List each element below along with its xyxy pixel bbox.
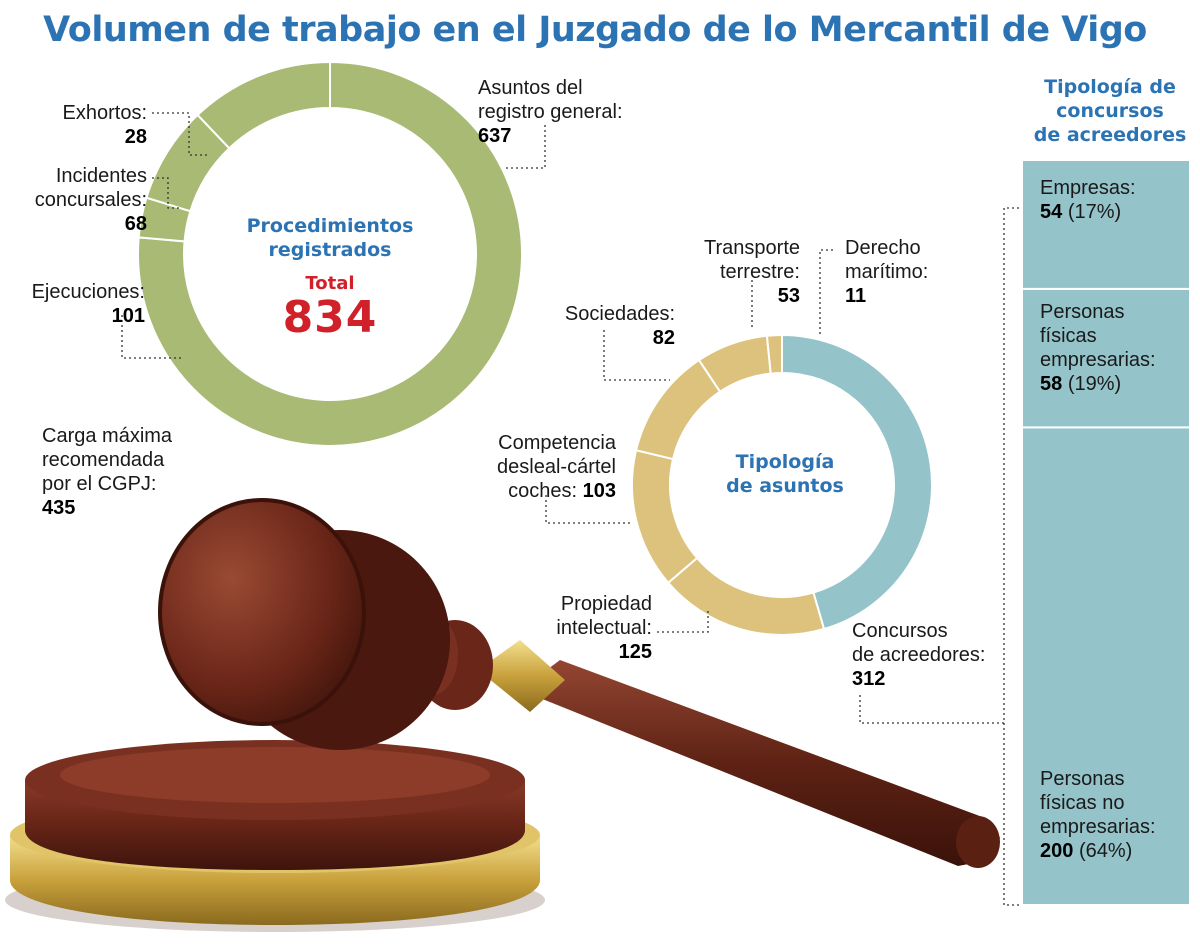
label-transporte-line1: Transporte <box>704 237 800 259</box>
carga-line1: Carga máxima <box>42 425 173 447</box>
stack-title-line3: de acreedores <box>1033 124 1187 146</box>
page-title: Volumen de trabajo en el Juzgado de lo M… <box>43 10 1147 50</box>
label-incidentes-line1: Incidentes <box>55 165 147 187</box>
value-incidentes: 68 <box>124 213 147 235</box>
ring1-center-title: Procedimientos registrados <box>235 214 425 262</box>
ring2-slice-0 <box>781 333 933 631</box>
ring2-slice-3 <box>634 358 722 461</box>
gavel-illustration <box>5 498 1000 932</box>
label-competencia-line3: coches: <box>508 480 578 502</box>
leader-concursos-bracket <box>1003 723 1022 906</box>
value-carga: 435 <box>42 497 76 519</box>
label-competencia-line2: desleal-cártel <box>497 456 616 478</box>
label-pf-emp-line3: empresarias: <box>1040 349 1156 371</box>
stack-title-line1: Tipología de <box>1044 76 1176 98</box>
leader-sociedades <box>603 330 670 381</box>
stack-segment-2 <box>1021 426 1191 906</box>
label-sociedades: Sociedades: 82 <box>520 302 675 350</box>
label-pf-no-empresarias: Personas físicas no empresarias: 200 (64… <box>1040 767 1156 863</box>
pct-pf-empresarias: (19%) <box>1067 373 1122 395</box>
pct-empresas: (17%) <box>1067 201 1122 223</box>
value-pf-no-empresarias: 200 <box>1040 840 1074 862</box>
label-concursos-line1: Concursos <box>852 620 948 642</box>
gavel-handle-tip <box>956 816 1000 868</box>
gavel-head-face <box>160 500 364 724</box>
total-label: Total <box>305 273 355 294</box>
label-propiedad-line1: Propiedad <box>560 593 652 615</box>
ring-chart-tipologia-asuntos <box>631 333 933 636</box>
stacked-column-concursos <box>1021 159 1191 906</box>
label-exhortos: Exhortos: 28 <box>20 101 147 149</box>
carga-line3: por el CGPJ: <box>42 473 157 495</box>
sound-block-top-highlight <box>60 747 490 803</box>
label-incidentes-line2: concursales: <box>34 189 147 211</box>
stack-title-line2: concursos <box>1056 100 1164 122</box>
value-ejecuciones: 101 <box>111 305 145 327</box>
ring2-center-title: Tipología de asuntos <box>695 450 875 498</box>
total-value: 834 <box>282 292 378 343</box>
value-derecho: 11 <box>845 285 867 307</box>
leader-derecho <box>819 249 833 336</box>
gavel-head-rim <box>158 498 366 726</box>
label-concursos: Concursos de acreedores: 312 <box>852 619 985 691</box>
stack-title: Tipología de concursos de acreedores <box>1022 75 1198 147</box>
label-pf-noemp-line3: empresarias: <box>1040 816 1156 838</box>
label-asuntos-line2: registro general: <box>478 101 623 123</box>
label-pf-noemp-line1: Personas <box>1040 768 1125 790</box>
ring1-slice-3 <box>196 60 331 150</box>
value-competencia: 103 <box>582 480 616 502</box>
stack-segment-0 <box>1021 159 1191 290</box>
label-asuntos-line1: Asuntos del <box>478 77 583 99</box>
label-sociedades-line1: Sociedades: <box>564 303 675 325</box>
ring1-slice-0 <box>137 60 523 447</box>
leader-propiedad <box>657 608 709 633</box>
value-empresas: 54 <box>1040 201 1063 223</box>
label-derecho: Derecho marítimo: 11 <box>845 236 928 308</box>
label-propiedad: Propiedad intelectual: 125 <box>500 592 652 664</box>
ring1-center-title-line1: Procedimientos <box>246 215 414 237</box>
label-pf-empresarias: Personas físicas empresarias: 58 (19%) <box>1040 300 1156 396</box>
label-propiedad-line2: intelectual: <box>556 617 652 639</box>
gavel-handle <box>520 660 1000 866</box>
label-competencia-line1: Competencia <box>498 432 616 454</box>
label-pf-emp-line1: Personas <box>1040 301 1125 323</box>
value-sociedades: 82 <box>652 327 675 349</box>
value-exhortos: 28 <box>124 126 147 148</box>
label-derecho-line2: marítimo: <box>845 261 929 283</box>
ring1-center-title-line2: registrados <box>268 239 392 261</box>
label-empresas-line1: Empresas: <box>1040 177 1136 199</box>
leader-competencia <box>545 495 632 524</box>
label-concursos-line2: de acreedores: <box>852 644 986 666</box>
gavel-gold-ring <box>478 640 565 712</box>
label-exhortos-line1: Exhortos: <box>62 102 147 124</box>
ring-chart-procedimientos <box>137 60 523 447</box>
value-concursos: 312 <box>852 668 886 690</box>
ring2-slice-5 <box>765 333 783 375</box>
label-ejecuciones: Ejecuciones: 101 <box>10 280 145 328</box>
label-asuntos-registro: Asuntos del registro general: 637 <box>478 76 623 148</box>
label-incidentes: Incidentes concursales: 68 <box>10 164 147 236</box>
label-empresas: Empresas: 54 (17%) <box>1040 176 1136 224</box>
label-pf-noemp-line2: físicas no <box>1040 792 1125 814</box>
ring2-center-title-line2: de asuntos <box>726 475 844 497</box>
pct-pf-no-empresarias: (64%) <box>1078 840 1133 862</box>
carga-line2: recomendada <box>42 449 165 471</box>
value-pf-empresarias: 58 <box>1040 373 1063 395</box>
label-transporte: Transporte terrestre: 53 <box>660 236 800 308</box>
value-propiedad: 125 <box>618 641 652 663</box>
label-pf-emp-line2: físicas <box>1040 325 1097 347</box>
leader-incidentes <box>152 177 180 209</box>
ring2-slice-2 <box>631 449 699 585</box>
value-transporte: 53 <box>777 285 800 307</box>
label-transporte-line2: terrestre: <box>719 261 800 283</box>
ring2-center-title-line1: Tipología <box>735 451 835 473</box>
label-ejecuciones-line1: Ejecuciones: <box>31 281 145 303</box>
ring2-slice-1 <box>666 556 826 636</box>
leader-lines <box>121 112 1022 906</box>
label-carga-maxima: Carga máxima recomendada por el CGPJ: 43… <box>42 424 172 520</box>
label-competencia: Competencia desleal-cártel coches: 103 <box>450 431 616 503</box>
label-derecho-line1: Derecho <box>845 237 921 259</box>
value-asuntos: 637 <box>478 125 512 147</box>
